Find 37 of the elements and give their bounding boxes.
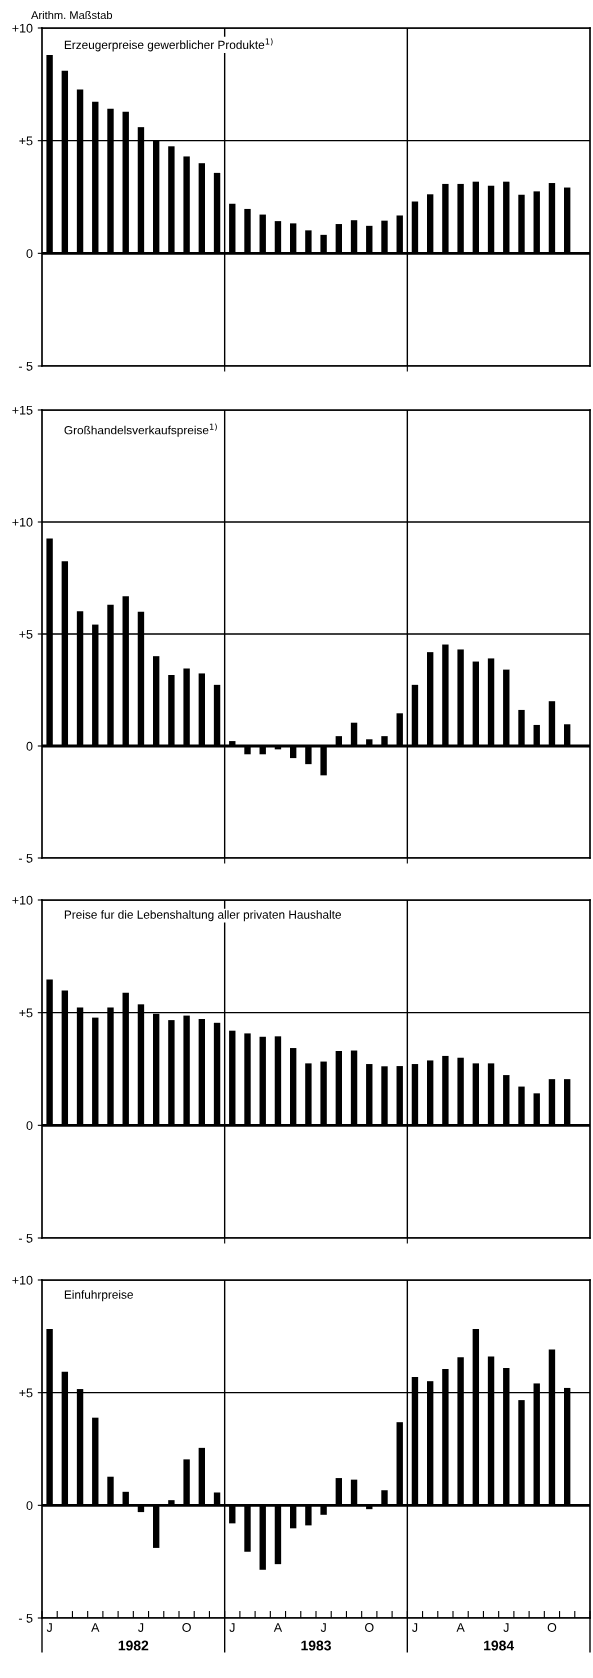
x-tick-label: A [91, 1623, 100, 1632]
y-tick-label: 0 [26, 1501, 33, 1510]
y-tick-label: 0 [26, 741, 33, 751]
y-tick-label: +10 [12, 895, 33, 905]
text: Großhandelsverkaufspreise$^{1)}$ [64, 423, 217, 437]
x-tick-label: J [412, 1623, 418, 1632]
x-tick-label: O [365, 1623, 374, 1632]
x-tick-label: O [182, 1623, 191, 1632]
y-tick-label: +5 [19, 136, 33, 146]
x-tick-label: A [273, 1623, 283, 1632]
y-tick-label: +15 [12, 405, 33, 415]
y-tick-label: +10 [12, 517, 33, 527]
y-tick-label: +5 [19, 629, 33, 639]
x-tick-label: J [229, 1623, 235, 1632]
text: 1983 [301, 1640, 331, 1651]
x-tick-label: J [320, 1623, 326, 1632]
text: Einfuhrpreise [64, 1290, 133, 1302]
x-tick-label: J [138, 1623, 144, 1632]
y-tick-label: +10 [12, 1275, 33, 1285]
x-tick-label: A [456, 1623, 465, 1632]
x-tick-label: J [503, 1623, 509, 1632]
text: Erzeugerpreise gewerblicher Produkte$^{1)}$ [64, 38, 273, 52]
y-tick-label: - 5 [18, 853, 33, 863]
y-tick-label: - 5 [18, 1233, 33, 1243]
x-tick-label: J [46, 1623, 52, 1632]
y-tick-label: 0 [26, 249, 33, 258]
y-tick-label: - 5 [18, 1613, 33, 1623]
y-tick-label: +5 [19, 1388, 33, 1398]
text: Arithm. Maßstab [31, 10, 113, 20]
text: 1984 [484, 1640, 515, 1651]
text: 1982 [118, 1640, 149, 1651]
y-tick-label: 0 [26, 1121, 33, 1130]
y-tick-label: - 5 [18, 361, 33, 371]
y-tick-label: +10 [12, 23, 33, 33]
y-tick-label: +5 [19, 1008, 33, 1018]
text: Preise fur die Lebenshaltung aller privaten Haushalte [64, 910, 341, 922]
x-tick-label: O [547, 1623, 557, 1632]
